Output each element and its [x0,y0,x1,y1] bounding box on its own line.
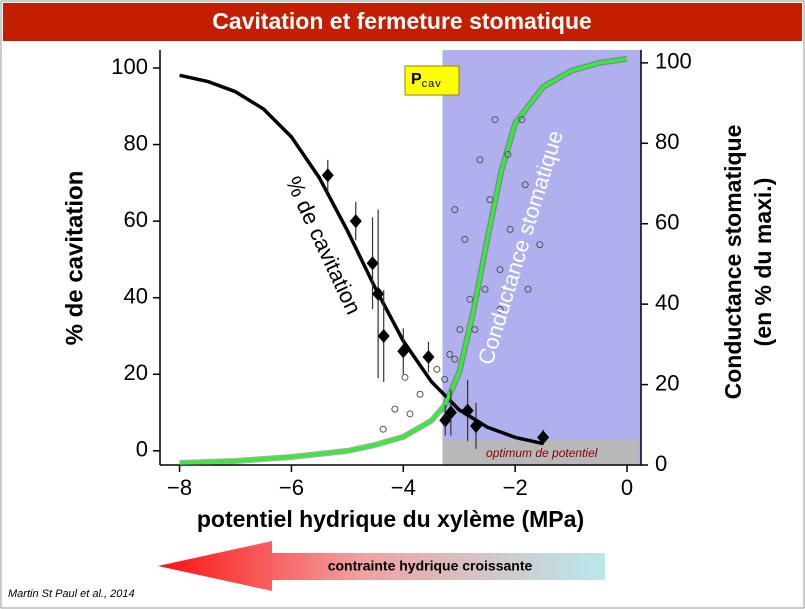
shaded-region [442,50,641,465]
circle-point [433,365,441,373]
circle-point [521,181,529,189]
x-tick-label: −8 [167,475,192,500]
circle-point [496,305,504,313]
circle-point [524,285,532,293]
circle-point [461,235,469,243]
circle-point [446,350,454,358]
x-axis-label: potentiel hydrique du xylème (MPa) [197,506,584,532]
circle-point [506,225,514,233]
x-tick-label: −6 [279,475,304,500]
pcav-p: P [411,71,422,88]
source: Martin St Paul et al., 2014 [8,588,135,600]
circle-point [391,405,399,413]
circle-point [481,285,489,293]
circle-point [476,156,484,164]
y-tick-label: 40 [124,284,148,309]
y2-tick-label: 0 [655,451,667,476]
diamond-point [444,405,457,420]
diamond-point [349,214,362,229]
circle-point [451,206,459,214]
y2-tick-label: 60 [655,210,679,235]
pcav-box [404,65,460,96]
y2-tick-label: 20 [655,370,679,395]
circle-point [441,375,449,383]
line [179,73,544,446]
diamond-point [439,413,452,428]
circle-point [471,325,479,333]
circle-point [536,241,544,249]
diamond-point [366,256,379,271]
circle-point [451,355,459,363]
diamond-point [372,286,385,301]
pcav-label: Pcav [411,71,442,90]
y2-tick-label: 80 [655,129,679,154]
circle-point [504,151,512,159]
x-tick-label: −2 [503,475,528,500]
circle-point [496,266,504,274]
arrow-label: contrainte hydrique croissante [328,558,533,574]
y-tick-label: 60 [124,207,148,232]
y-axis-label: % de cavitation [61,171,88,346]
arrow [158,541,605,591]
x-tick-label: −4 [391,475,416,500]
diamond-point [397,344,410,359]
optimum-label: optimum de potentiel [486,446,598,460]
circle-point [406,410,414,418]
circle-point [518,116,526,124]
diamond-point [321,168,334,183]
title: Cavitation et fermeture stomatique [212,8,592,34]
circle-point [379,425,387,433]
diamond-point [422,350,435,365]
y2-axis-label: (en % du maxi.) [750,178,776,347]
diamond-point [537,430,550,445]
y-tick-label: 0 [136,437,148,462]
diamond-point [377,328,390,343]
plot: optimum de potentiel−8 −6 −4 −2 002040608010… [61,49,776,532]
y-tick-label: 20 [124,360,148,385]
y-tick-label: 100 [111,54,148,79]
diamond-point [461,403,474,418]
circle-point [491,116,499,124]
circle-point [486,196,494,204]
circle-point [466,295,474,303]
diamond-point [470,418,483,433]
x-tick-label: 0 [621,475,633,500]
title-bar [3,3,802,41]
circle-point [416,390,424,398]
y2-axis-label: Conductance stomatique [720,125,746,400]
y2-tick-label: 40 [655,290,679,315]
line [179,57,628,465]
y2-tick-label: 100 [655,49,692,74]
y-tick-label: 80 [124,130,148,155]
circle-point [401,373,409,381]
circle-point [456,325,464,333]
pcav-sub: cav [422,78,442,90]
